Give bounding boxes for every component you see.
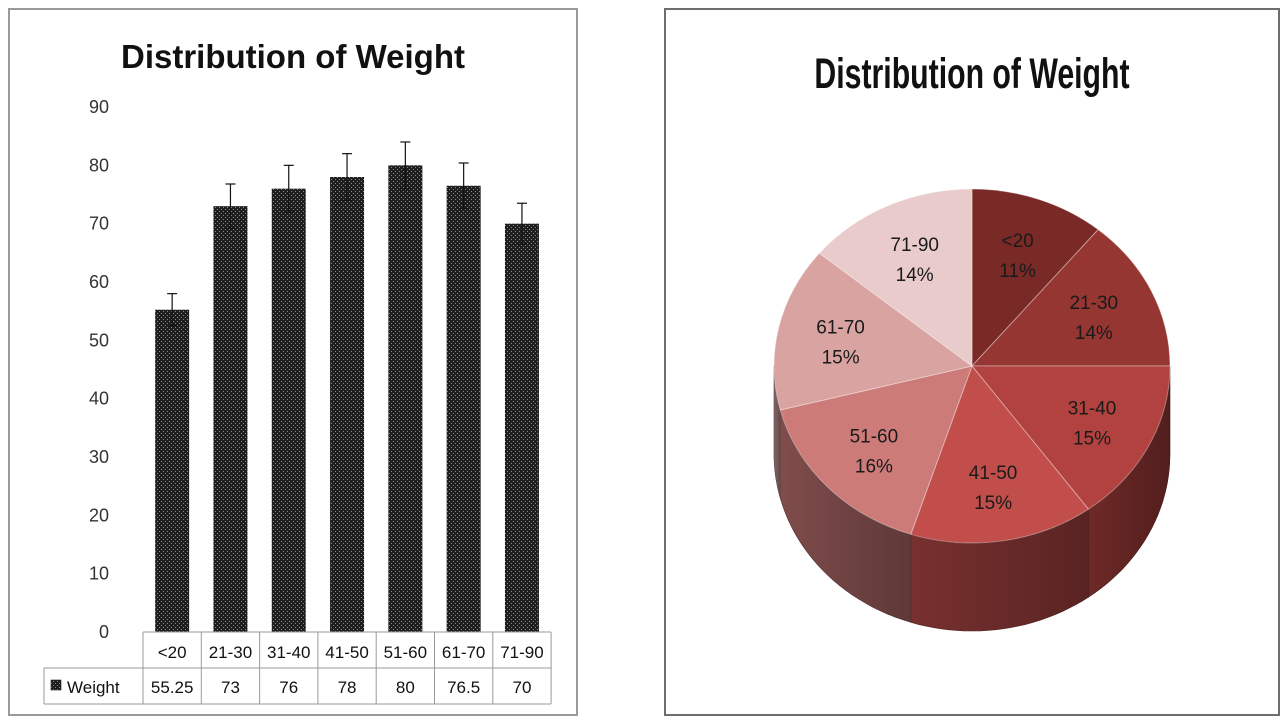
bar — [388, 165, 423, 633]
y-tick-label: 50 — [89, 330, 109, 350]
data-table-value: 76.5 — [447, 678, 480, 697]
pie-slice — [779, 365, 973, 535]
legend-series-name: Weight — [67, 678, 120, 697]
bar-chart: Distribution of Weight 0 10 20 30 40 50 60 70 80 9… — [43, 38, 552, 705]
pie-percent-label: 11% — [999, 261, 1036, 282]
bar — [446, 185, 481, 632]
pie-slice — [773, 252, 974, 411]
y-tick-label: 70 — [89, 214, 109, 234]
pie-percent-label: 14% — [896, 265, 934, 286]
pie-chart-panel: Distribution of Weight <20 11% 21-30 14% 31-4… — [664, 8, 1280, 716]
bar — [271, 188, 306, 632]
pie-percent-label: 15% — [974, 493, 1012, 514]
legend-swatch — [50, 679, 62, 691]
y-tick-label: 90 — [89, 97, 109, 117]
pie-category-label: 71-90 — [890, 235, 939, 256]
bar — [213, 206, 248, 632]
data-table-value: 80 — [396, 678, 415, 697]
bar — [330, 177, 365, 632]
pie-slice — [910, 365, 1090, 544]
pie-category-label: 31-40 — [1068, 399, 1117, 420]
pie-slice — [970, 365, 1171, 510]
y-tick-label: 60 — [89, 272, 109, 292]
data-table-value: 78 — [338, 678, 357, 697]
pie-slice — [971, 188, 1099, 368]
pie-chart: Distribution of Weight <20 11% 21-30 14% 31-4… — [773, 50, 1171, 632]
x-category-label: 41-50 — [325, 643, 368, 662]
y-tick-label: 0 — [99, 622, 109, 642]
y-tick-label: 40 — [89, 389, 109, 409]
pie-category-label: 51-60 — [850, 426, 899, 447]
bar-chart-title: Distribution of Weight — [121, 38, 465, 75]
pie-category-label: <20 — [1001, 231, 1033, 252]
bar-chart-panel: Distribution of Weight 0 10 20 30 40 50 60 70 80 9… — [8, 8, 578, 716]
bar — [155, 309, 190, 632]
pie-chart-title: Distribution of Weight — [814, 50, 1129, 97]
y-tick-label: 30 — [89, 447, 109, 467]
y-tick-label: 20 — [89, 505, 109, 525]
pie-slice — [818, 188, 973, 367]
x-category-label: 21-30 — [209, 643, 252, 662]
y-tick-label: 80 — [89, 155, 109, 175]
pie-slice — [970, 228, 1171, 367]
pie-percent-label: 16% — [855, 456, 893, 477]
data-table-value: 70 — [512, 678, 531, 697]
y-tick-label: 10 — [89, 564, 109, 584]
pie-category-label: 21-30 — [1069, 293, 1118, 314]
x-category-label: 31-40 — [267, 643, 310, 662]
pie-percent-label: 14% — [1075, 323, 1113, 344]
pie-percent-label: 15% — [1073, 429, 1111, 450]
data-table-value: 76 — [279, 678, 298, 697]
data-table-value: 73 — [221, 678, 240, 697]
data-table-value: 55.25 — [151, 678, 194, 697]
pie-percent-label: 15% — [822, 348, 860, 369]
x-category-label: 61-70 — [442, 643, 485, 662]
x-category-label: <20 — [158, 643, 187, 662]
pie-category-label: 41-50 — [969, 463, 1018, 484]
pie-category-label: 61-70 — [816, 318, 865, 339]
bar — [504, 223, 539, 632]
x-category-label: 71-90 — [500, 643, 543, 662]
x-category-label: 51-60 — [384, 643, 427, 662]
